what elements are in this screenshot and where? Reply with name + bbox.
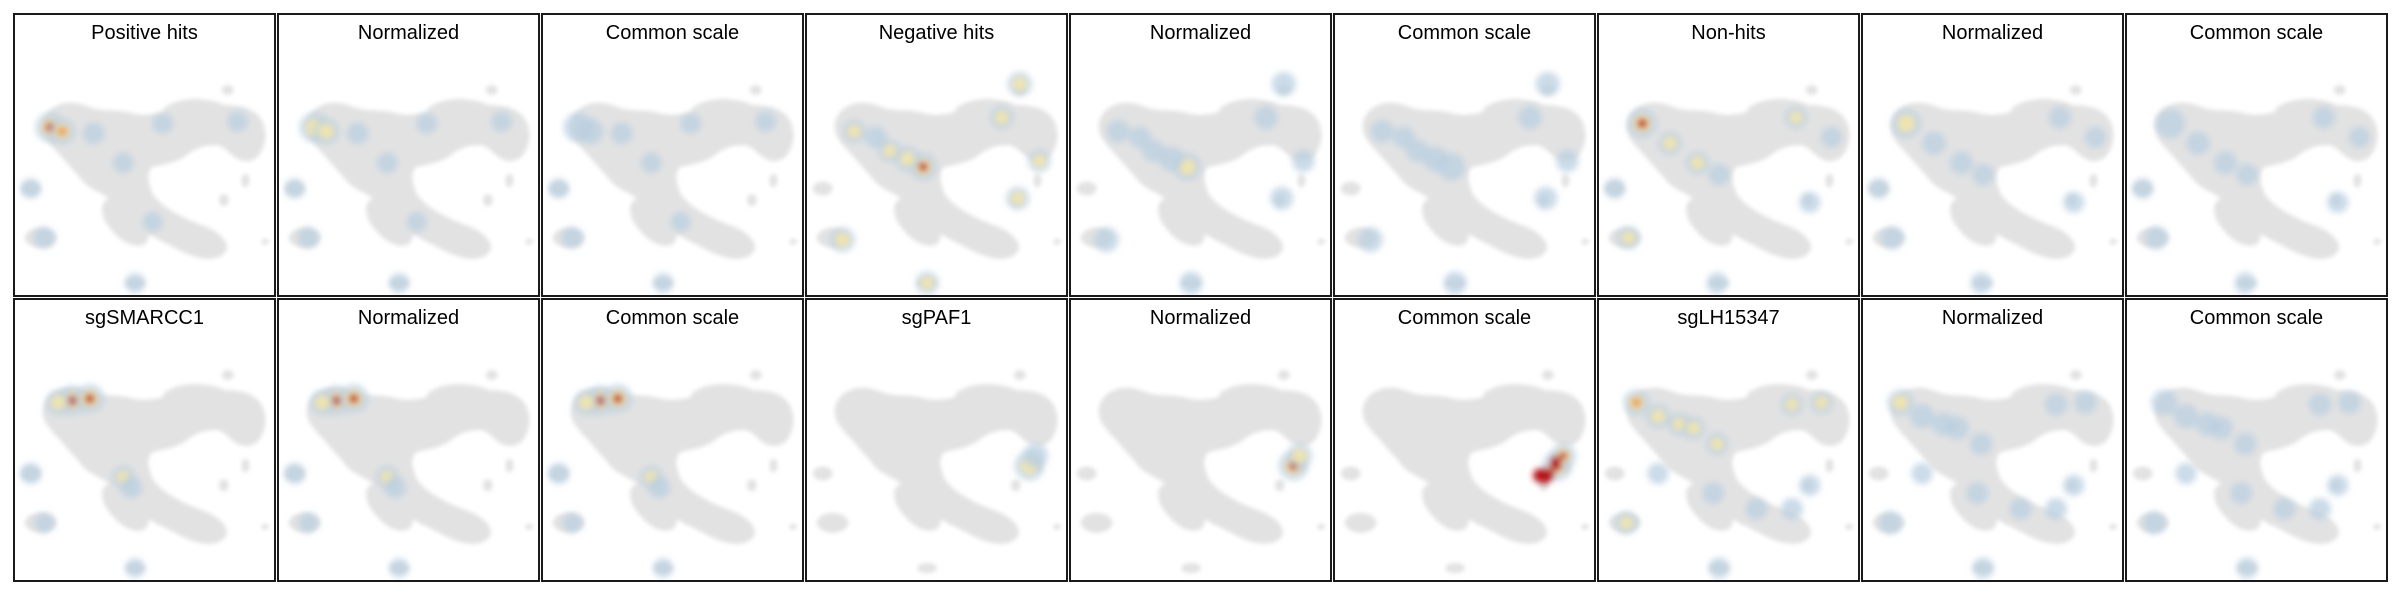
density-overlay xyxy=(20,111,248,294)
density-overlay xyxy=(2143,389,2361,579)
panel-title: Common scale xyxy=(2189,22,2324,44)
density-overlay xyxy=(1278,443,1312,481)
density-overlay xyxy=(1532,443,1576,484)
panel-title: Normalized xyxy=(1149,307,1252,329)
umap-embedding-map xyxy=(1076,370,1326,573)
panel-title: Positive hits xyxy=(91,22,198,44)
panel-title: Normalized xyxy=(1149,22,1252,44)
umap-embedding-map xyxy=(548,85,798,294)
density-overlay xyxy=(548,111,776,294)
density-panel: Positive hits xyxy=(13,13,276,297)
cell-background-shape xyxy=(812,370,1062,573)
panel-title: sgLH15347 xyxy=(1677,307,1780,329)
umap-embedding-map xyxy=(1604,370,1854,579)
density-panel: sgLH15347 xyxy=(1597,298,1860,582)
umap-embedding-map xyxy=(812,370,1062,573)
panel-title: Negative hits xyxy=(878,22,995,44)
density-overlay xyxy=(1868,106,2107,294)
density-panel: Common scale xyxy=(1333,298,1596,582)
umap-embedding-map xyxy=(20,85,270,294)
umap-embedding-map xyxy=(2132,85,2382,294)
density-overlay xyxy=(1615,389,1833,579)
panel-title: Common scale xyxy=(605,22,740,44)
umap-embedding-map xyxy=(812,71,1062,295)
density-panel: Common scale xyxy=(2125,13,2388,297)
panel-title: Common scale xyxy=(1397,307,1532,329)
density-overlay xyxy=(1358,71,1579,295)
cell-background-shape xyxy=(812,85,1062,288)
umap-embedding-map xyxy=(1076,71,1326,295)
panel-title: Normalized xyxy=(357,307,460,329)
umap-embedding-map xyxy=(284,370,534,578)
density-panel: Normalized xyxy=(1861,13,2124,297)
density-panel: Normalized xyxy=(1861,298,2124,582)
density-overlay xyxy=(284,384,409,578)
panel-title: sgPAF1 xyxy=(901,307,972,329)
panel-title: Common scale xyxy=(1397,22,1532,44)
panel-title: Normalized xyxy=(1941,22,2044,44)
density-panel: Normalized xyxy=(1069,13,1332,297)
density-panel: Non-hits xyxy=(1597,13,1860,297)
umap-embedding-map xyxy=(1868,370,2118,579)
density-panel: Common scale xyxy=(541,13,804,297)
cell-background-shape xyxy=(1076,370,1326,573)
density-panel: Common scale xyxy=(541,298,804,582)
panel-title: Common scale xyxy=(605,307,740,329)
density-overlay xyxy=(284,111,512,294)
density-overlay xyxy=(1014,443,1048,481)
umap-embedding-map xyxy=(1340,370,1590,573)
umap-embedding-map xyxy=(1340,71,1590,295)
density-panel: Common scale xyxy=(2125,298,2388,582)
density-panel: Common scale xyxy=(1333,13,1596,297)
density-panel: sgSMARCC1 xyxy=(13,298,276,582)
density-panel: Normalized xyxy=(277,13,540,297)
density-panel: Normalized xyxy=(277,298,540,582)
density-overlay xyxy=(548,384,673,578)
density-overlay xyxy=(1879,389,2097,579)
density-overlay xyxy=(1604,106,1843,294)
panel-title: Non-hits xyxy=(1691,22,1766,44)
density-overlay xyxy=(830,71,1051,295)
density-overlay xyxy=(2132,106,2371,294)
panel-title: Normalized xyxy=(357,22,460,44)
umap-embedding-map xyxy=(1604,85,1854,294)
density-overlay xyxy=(1094,71,1315,295)
panel-title: Normalized xyxy=(1941,307,2044,329)
density-panel: sgPAF1 xyxy=(805,298,1068,582)
umap-embedding-map xyxy=(548,370,798,578)
umap-embedding-map xyxy=(20,370,270,578)
umap-embedding-map xyxy=(284,85,534,294)
umap-embedding-map xyxy=(2132,370,2382,579)
panel-title: Common scale xyxy=(2189,307,2324,329)
umap-embedding-map xyxy=(1868,85,2118,294)
cell-background-shape xyxy=(1340,85,1590,288)
cell-background-shape xyxy=(1076,85,1326,288)
density-panel: Normalized xyxy=(1069,298,1332,582)
density-panel: Negative hits xyxy=(805,13,1068,297)
density-overlay xyxy=(20,384,145,578)
panel-title: sgSMARCC1 xyxy=(85,307,204,329)
cell-background-shape xyxy=(1340,370,1590,573)
cell-background-shape xyxy=(284,370,534,573)
